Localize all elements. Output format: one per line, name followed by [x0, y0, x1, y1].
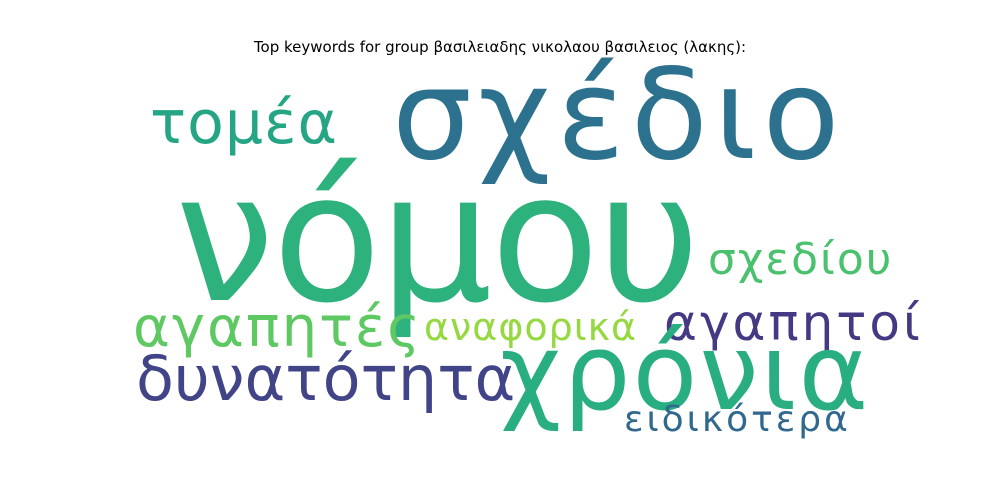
word-agapites: αγαπητές [133, 295, 423, 360]
word-schediou: σχεδίου [708, 234, 894, 285]
word-schedio: σχέδιο [392, 41, 846, 188]
word-anaforika: αναφορικά [424, 305, 638, 349]
word-agapitoi: αγαπητοί [664, 294, 923, 352]
word-eidikotera: ειδικότερα [624, 399, 851, 440]
word-chronia: χρόνια [500, 311, 871, 434]
chart-title: Top keywords for group βασιλειαδης νικολ… [253, 38, 747, 56]
word-tomea: τομέα [150, 88, 338, 158]
word-nomou: νόμου [175, 135, 700, 342]
word-dynatotita: δυνατότητα [136, 342, 516, 415]
